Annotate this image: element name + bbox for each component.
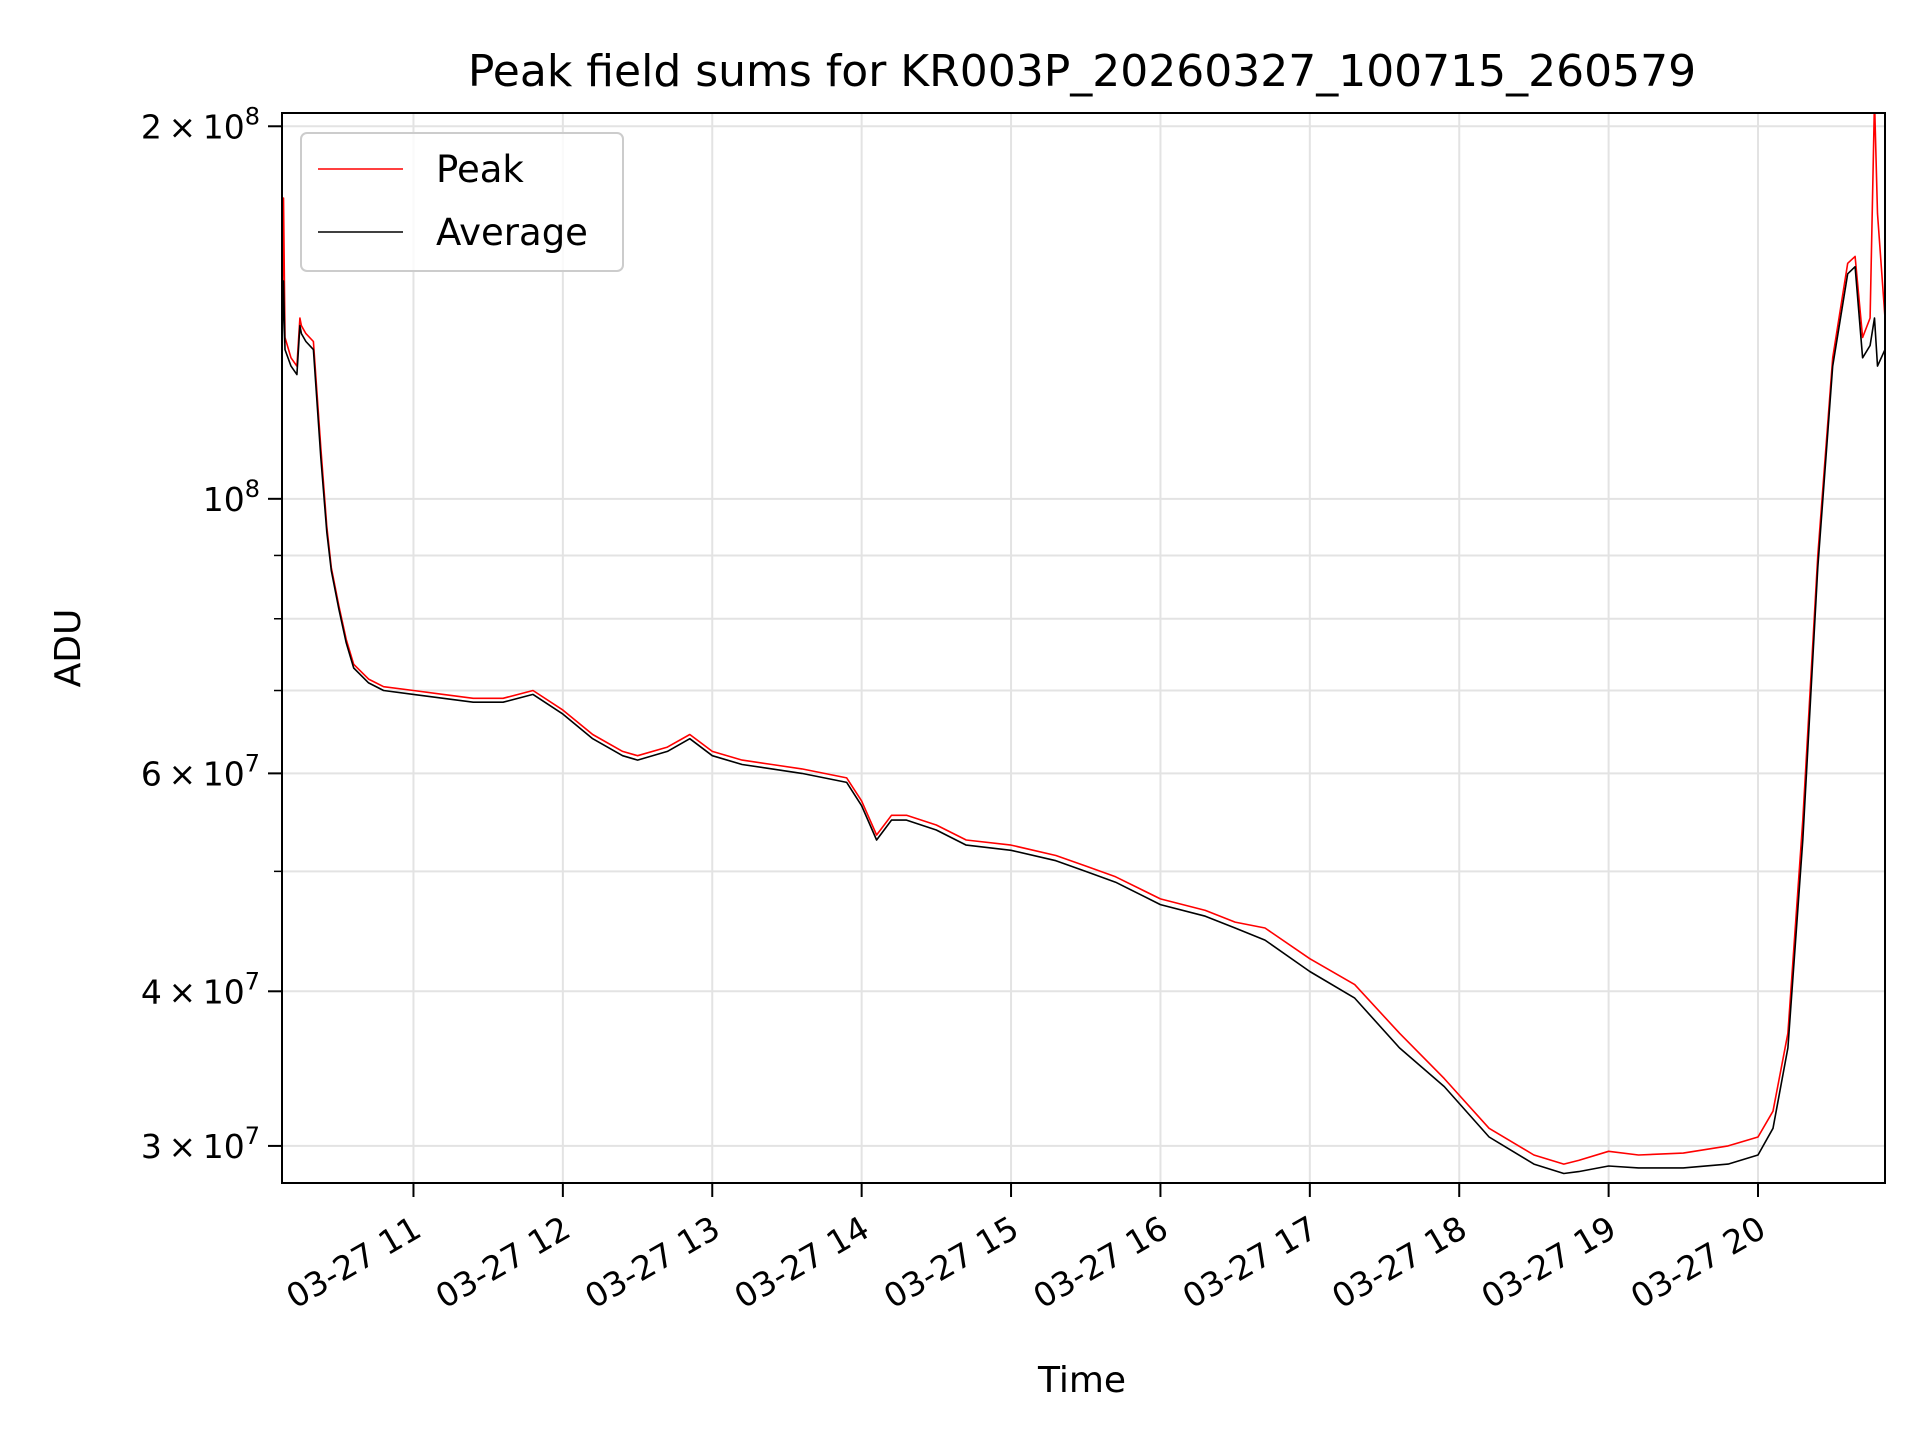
- chart-title: Peak field sums for KR003P_20260327_1007…: [468, 46, 1696, 97]
- x-axis-label: Time: [1037, 1360, 1126, 1401]
- y-axis: 3 × 107 4 × 107 6 × 107 108 2 × 108: [141, 102, 282, 1166]
- plot-frame: [281, 112, 1886, 1184]
- legend-peak-label: Peak: [436, 148, 524, 191]
- y-tick-label: 108: [203, 475, 260, 519]
- y-tick-label: 2 × 108: [141, 102, 260, 146]
- legend-box: [300, 132, 624, 272]
- y-axis-label: ADU: [48, 609, 89, 688]
- y-tick-label: 3 × 107: [141, 1122, 260, 1166]
- legend-average-label: Average: [436, 211, 588, 254]
- y-tick-label: 4 × 107: [141, 967, 260, 1011]
- series-average-line: [282, 265, 1885, 1175]
- legend: Peak Average: [300, 132, 624, 272]
- grid: [282, 113, 1885, 1183]
- series-layer: [282, 113, 1885, 1175]
- y-tick-label: 6 × 107: [141, 749, 260, 793]
